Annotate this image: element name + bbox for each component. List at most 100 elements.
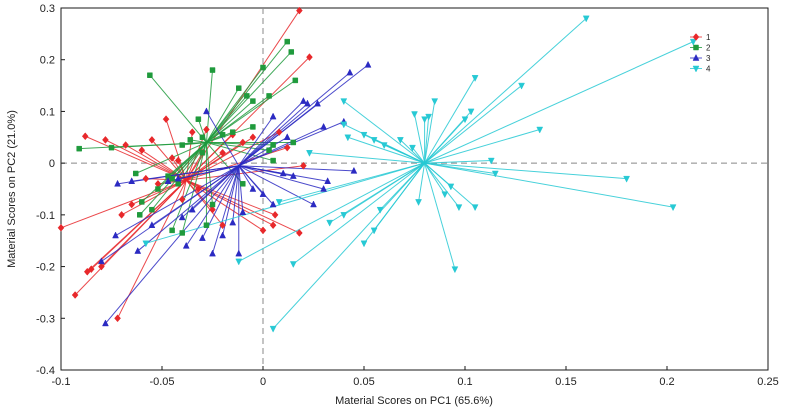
series-3-point xyxy=(283,133,291,141)
series-4-vector xyxy=(292,162,425,265)
series-4-vector xyxy=(347,136,425,164)
series-3-point xyxy=(289,172,297,179)
series-2-point xyxy=(76,145,82,152)
legend-marker-4 xyxy=(692,65,700,73)
x-tick-label: -0.05 xyxy=(149,376,174,388)
series-3-vector xyxy=(238,165,324,190)
series-2-vector xyxy=(206,41,288,143)
series-4-point xyxy=(461,116,469,124)
series-1-point xyxy=(71,291,79,299)
series-4-point xyxy=(451,266,459,274)
series-2-point xyxy=(266,93,272,99)
y-tick-label: 0.2 xyxy=(40,55,55,67)
series-2-vector xyxy=(79,141,207,150)
series-2-vector xyxy=(149,74,207,143)
series-3-point xyxy=(269,112,277,120)
x-tick-label: 0.15 xyxy=(555,376,576,388)
series-3-point xyxy=(188,205,196,213)
series-4-vector xyxy=(424,129,540,164)
series-4-point xyxy=(396,137,404,144)
series-2-point xyxy=(284,38,290,45)
series-1-vector xyxy=(181,180,187,200)
series-4-point xyxy=(491,170,499,178)
series-3-point xyxy=(114,179,121,187)
series-1-vector xyxy=(185,179,223,226)
series-3-vector xyxy=(238,165,314,205)
series-4-point xyxy=(360,240,368,248)
series-2-point xyxy=(179,142,185,148)
series-2-point xyxy=(187,137,194,143)
series-2-point xyxy=(270,157,276,164)
series-4-point xyxy=(340,98,348,106)
series-2-point xyxy=(266,147,272,153)
series-4-point xyxy=(415,199,422,206)
legend-marker-2 xyxy=(693,44,699,51)
series-2-point xyxy=(147,72,153,78)
series-1-point xyxy=(168,154,176,162)
series-4-point xyxy=(340,121,348,129)
series-3-point xyxy=(269,200,277,208)
series-2-point xyxy=(250,98,256,104)
legend-label-3: 3 xyxy=(706,54,711,63)
series-1-point xyxy=(138,146,146,155)
series-1-point xyxy=(306,53,313,62)
series-2-point xyxy=(199,134,206,141)
series-3-vector xyxy=(238,126,324,167)
series-3-point xyxy=(364,60,372,68)
series-4-point xyxy=(421,116,429,124)
series-3-point xyxy=(128,177,136,184)
series-4-vector xyxy=(279,162,425,203)
series-2-vector xyxy=(182,141,207,146)
series-3-vector xyxy=(238,165,244,213)
series-3-point xyxy=(235,249,243,257)
legend-label-4: 4 xyxy=(706,65,711,74)
series-4-vector xyxy=(424,116,430,164)
series-4-vector xyxy=(418,163,426,203)
series-1-vector xyxy=(90,179,187,270)
series-4-point xyxy=(235,258,243,266)
series-4-point xyxy=(409,144,416,152)
series-1-point xyxy=(118,210,125,219)
series-4-point xyxy=(411,111,418,119)
series-3-point xyxy=(259,190,267,197)
x-tick-label: -0.1 xyxy=(52,376,71,388)
series-3-vector xyxy=(238,136,288,167)
y-tick-label: 0.1 xyxy=(40,106,55,118)
series-1-point xyxy=(296,229,303,237)
series-2-point xyxy=(270,142,276,148)
series-4-vector xyxy=(238,162,425,262)
series-3-point xyxy=(198,234,206,241)
series-4-point xyxy=(623,175,631,183)
series-1-point xyxy=(188,128,196,136)
series-1-point xyxy=(259,226,267,235)
series-1-vector xyxy=(85,135,187,181)
series-1-point xyxy=(87,265,95,274)
series-3-vector xyxy=(238,165,354,172)
series-2-point xyxy=(209,201,216,208)
series-2-point xyxy=(149,206,155,213)
series-4-point xyxy=(471,75,479,82)
series-4-point xyxy=(669,204,677,212)
series-1-vector xyxy=(186,147,288,181)
series-4-vector xyxy=(379,162,425,211)
legend: 1 23 4 xyxy=(690,33,711,74)
series-4-vector xyxy=(412,147,425,164)
series-2-point xyxy=(195,116,202,122)
series-4-point xyxy=(380,142,388,150)
series-4-vector xyxy=(343,100,425,164)
series-3-point xyxy=(324,177,332,184)
series-4-vector xyxy=(424,162,460,208)
y-tick-label: 0 xyxy=(49,158,55,170)
series-3-point xyxy=(102,319,109,327)
series-4-point xyxy=(360,131,368,139)
series-4-point xyxy=(275,199,283,206)
series-3-point xyxy=(164,177,172,184)
series-2-vector xyxy=(206,87,240,143)
series-2-point xyxy=(219,131,226,138)
legend-marker-1 xyxy=(692,33,700,41)
plot-frame xyxy=(60,7,769,371)
series-2-point xyxy=(209,67,216,73)
series-4-point xyxy=(376,206,384,214)
series-4-point xyxy=(269,325,277,333)
series-2-point xyxy=(108,144,115,151)
